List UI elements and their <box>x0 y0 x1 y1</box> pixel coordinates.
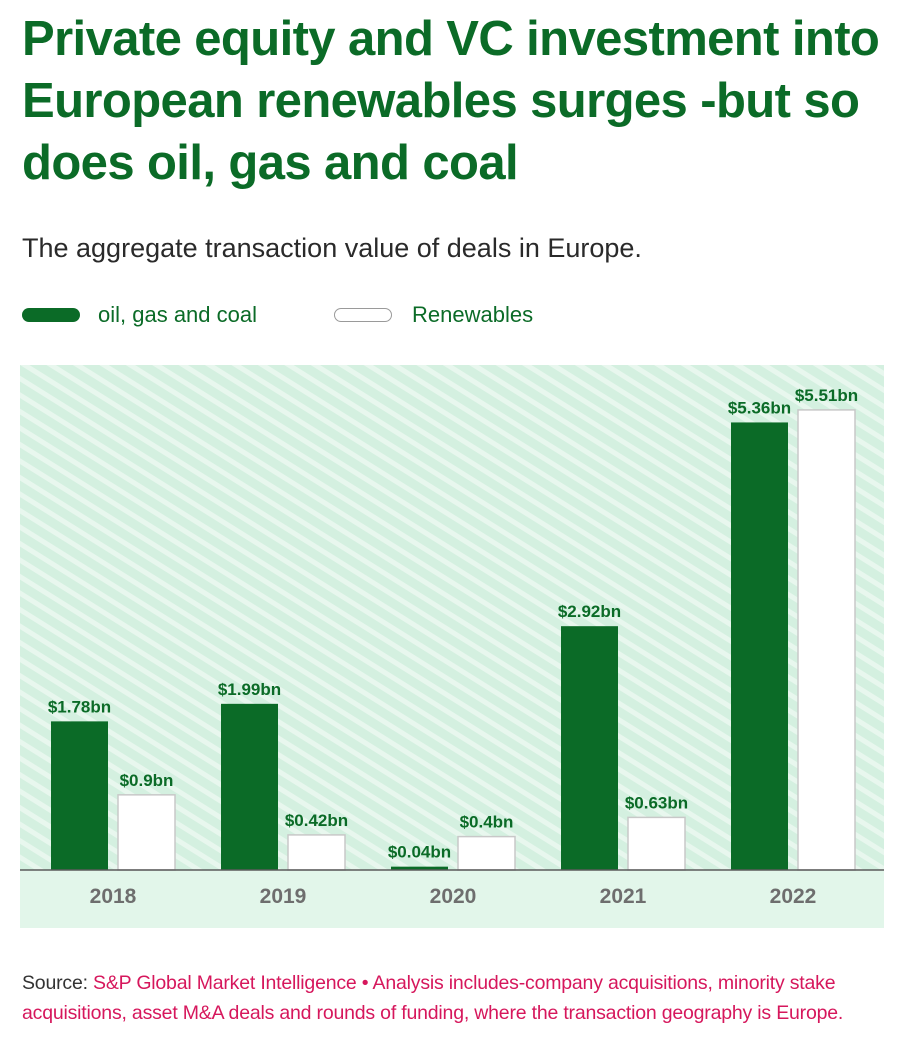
value-label-renewables-2022: $5.51bn <box>795 386 858 405</box>
value-labels-group: $1.78bn $0.9bn $1.99bn $0.42bn $0.04bn $0.4bn… <box>48 386 858 862</box>
x-tick-label-2018: 2018 <box>90 885 137 908</box>
chart-title: Private equity and VC investment into Eu… <box>22 12 880 190</box>
bar-oil-gas-coal-2022 <box>731 422 788 870</box>
bar-oil-gas-coal-2021 <box>561 626 618 870</box>
chart-subtitle: The aggregate transaction value of deals… <box>22 233 642 263</box>
value-label-renewables-2020: $0.4bn <box>460 813 514 832</box>
bar-oil-gas-coal-2019 <box>221 703 278 870</box>
source-prefix: Source: <box>22 972 88 994</box>
x-tick-label-2021: 2021 <box>600 885 647 908</box>
bar-oil-gas-coal-2020 <box>391 866 448 870</box>
x-tick-labels-group: 2018 2019 2020 2021 2022 <box>90 885 817 908</box>
legend-swatch-renewables <box>334 308 392 322</box>
bar-renewables-2018 <box>117 794 176 871</box>
chart-area: $1.78bn $0.9bn $1.99bn $0.42bn $0.04bn $0.4bn… <box>20 365 884 928</box>
legend-label-renewables: Renewables <box>412 302 534 327</box>
bar-renewables-2020 <box>457 835 516 871</box>
value-label-oil-gas-coal-2019: $1.99bn <box>218 680 281 699</box>
value-label-oil-gas-coal-2020: $0.04bn <box>388 843 451 862</box>
value-label-renewables-2021: $0.63bn <box>625 793 688 812</box>
bar-renewables-2021 <box>627 816 686 871</box>
bars-group <box>51 409 856 871</box>
x-axis-band <box>20 870 884 928</box>
legend: oil, gas and coal Renewables <box>22 300 722 332</box>
value-label-oil-gas-coal-2018: $1.78bn <box>48 697 111 716</box>
bar-renewables-2022 <box>797 409 856 871</box>
x-tick-label-2020: 2020 <box>430 885 477 908</box>
x-tick-label-2019: 2019 <box>260 885 307 908</box>
bar-renewables-2019 <box>287 834 346 871</box>
legend-label-oil-gas-coal: oil, gas and coal <box>98 302 257 327</box>
bar-chart: $1.78bn $0.9bn $1.99bn $0.42bn $0.04bn $0.4bn… <box>20 365 884 928</box>
value-label-oil-gas-coal-2022: $5.36bn <box>728 398 791 417</box>
x-tick-label-2022: 2022 <box>770 885 817 908</box>
value-label-renewables-2018: $0.9bn <box>120 771 174 790</box>
value-label-renewables-2019: $0.42bn <box>285 811 348 830</box>
source-text: S&P Global Market Intelligence • Analysi… <box>22 972 844 1024</box>
legend-swatch-oil-gas-coal <box>22 308 80 322</box>
bar-oil-gas-coal-2018 <box>51 721 108 870</box>
value-label-oil-gas-coal-2021: $2.92bn <box>558 602 621 621</box>
source-note: Source: S&P Global Market Intelligence •… <box>22 968 892 1028</box>
